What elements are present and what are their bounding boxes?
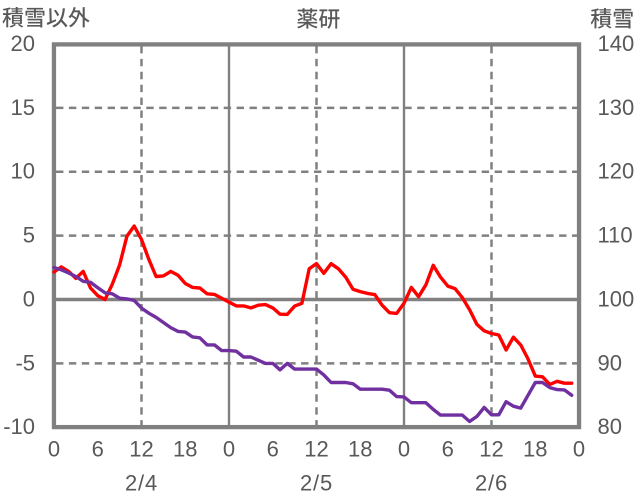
svg-text:-5: -5 bbox=[15, 350, 35, 375]
svg-text:110: 110 bbox=[598, 223, 633, 248]
svg-text:120: 120 bbox=[598, 159, 635, 184]
svg-text:-10: -10 bbox=[3, 414, 35, 439]
svg-text:20: 20 bbox=[11, 31, 35, 56]
svg-text:18: 18 bbox=[348, 437, 372, 462]
svg-text:0: 0 bbox=[398, 437, 410, 462]
svg-text:130: 130 bbox=[598, 95, 635, 120]
svg-text:2/6: 2/6 bbox=[475, 470, 508, 495]
svg-text:18: 18 bbox=[173, 437, 197, 462]
svg-text:0: 0 bbox=[573, 437, 585, 462]
svg-text:2/5: 2/5 bbox=[300, 470, 333, 495]
svg-text:100: 100 bbox=[598, 286, 635, 311]
svg-text:0: 0 bbox=[223, 437, 235, 462]
svg-text:80: 80 bbox=[598, 414, 622, 439]
svg-text:10: 10 bbox=[11, 159, 35, 184]
svg-text:6: 6 bbox=[267, 437, 279, 462]
svg-text:2/4: 2/4 bbox=[125, 470, 158, 495]
svg-text:18: 18 bbox=[523, 437, 547, 462]
svg-text:0: 0 bbox=[48, 437, 60, 462]
svg-text:6: 6 bbox=[442, 437, 454, 462]
svg-text:90: 90 bbox=[598, 350, 622, 375]
svg-text:6: 6 bbox=[92, 437, 104, 462]
svg-text:5: 5 bbox=[23, 223, 35, 248]
svg-text:140: 140 bbox=[598, 31, 635, 56]
svg-text:15: 15 bbox=[11, 95, 35, 120]
svg-text:12: 12 bbox=[129, 437, 153, 462]
svg-text:0: 0 bbox=[23, 286, 35, 311]
svg-text:12: 12 bbox=[304, 437, 328, 462]
svg-text:12: 12 bbox=[479, 437, 503, 462]
